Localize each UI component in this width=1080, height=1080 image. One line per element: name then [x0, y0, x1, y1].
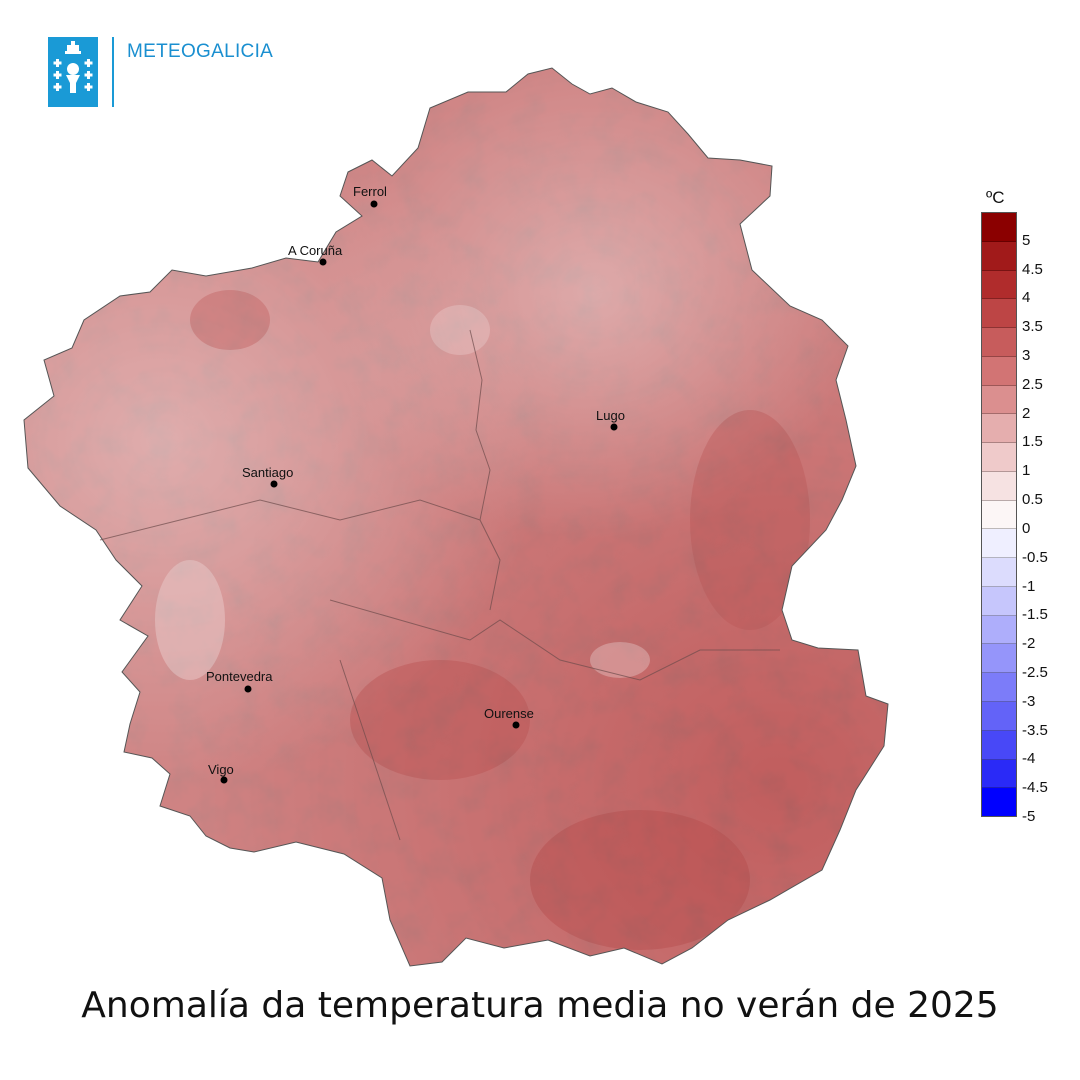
logo-divider: [112, 37, 114, 107]
map-title: Anomalía da temperatura media no verán d…: [81, 985, 999, 1026]
legend-swatch: [982, 270, 1016, 300]
city-marker: [244, 685, 252, 693]
legend-tick-label: -3: [1022, 692, 1036, 710]
legend-tick-label: -5: [1022, 808, 1036, 825]
province-borders: [99, 329, 780, 841]
city-label: Vigo: [208, 762, 234, 777]
legend-tick-label: 0.5: [1022, 491, 1043, 509]
legend-tick-label: 1.5: [1022, 433, 1043, 451]
legend-tick-label: 5: [1022, 231, 1031, 249]
legend-tick-label: 3: [1022, 347, 1031, 365]
city-vigo: Vigo: [208, 762, 234, 784]
city-label: Lugo: [596, 408, 625, 423]
city-label: Ourense: [484, 706, 534, 721]
legend-swatch: [982, 299, 1016, 329]
legend-swatch: [982, 615, 1016, 645]
legend-swatch: [982, 241, 1016, 271]
city-a-coruna: A Coruña: [288, 243, 343, 266]
city-marker: [610, 423, 618, 431]
city-ferrol: Ferrol: [353, 184, 387, 208]
legend-swatch: [982, 673, 1016, 703]
legend-swatch: [982, 730, 1016, 760]
city-label: Ferrol: [353, 184, 387, 199]
city-marker: [270, 480, 278, 488]
legend-tick-label: -2.5: [1022, 663, 1048, 681]
legend-swatch: [982, 788, 1016, 817]
legend-swatch: [982, 414, 1016, 444]
legend-tick-labels: 5 4.5 4 3.5 3 2.5 2 1.5 1 0.5 0 -0.5 -1 -1.5 -2 -2.5 -3 -…: [1022, 212, 1080, 824]
legend-tick-label: 0: [1022, 519, 1031, 537]
legend-swatch: [982, 471, 1016, 501]
legend-tick-label: 2: [1022, 404, 1031, 422]
legend-swatch: [982, 759, 1016, 789]
legend-swatch: [982, 529, 1016, 559]
galicia-outline: [23, 67, 889, 967]
city-lugo: Lugo: [596, 408, 625, 431]
city-ourense: Ourense: [484, 706, 534, 729]
legend-swatch: [982, 644, 1016, 674]
legend-swatch: [982, 385, 1016, 415]
legend-tick-label: 1: [1022, 462, 1031, 480]
legend-tick-label: -1: [1022, 577, 1036, 595]
legend-swatch: [982, 356, 1016, 386]
city-label: A Coruña: [288, 243, 343, 258]
legend-swatch: [982, 702, 1016, 731]
legend-tick-label: -4.5: [1022, 779, 1048, 797]
city-marker: [220, 776, 228, 784]
legend-color-bar: [981, 212, 1017, 817]
city-santiago: Santiago: [242, 465, 293, 488]
city-label: Santiago: [242, 465, 293, 480]
legend-swatch: [982, 586, 1016, 616]
city-label: Pontevedra: [206, 669, 273, 684]
legend-swatch: [982, 558, 1016, 587]
xunta-galicia-shield-icon: [53, 41, 93, 93]
city-marker: [370, 200, 378, 208]
anomaly-map: Ferrol A Coruña Lugo Santiago Pontevedra…: [23, 67, 889, 967]
legend-tick-label: -2: [1022, 635, 1036, 653]
legend-swatch: [982, 500, 1016, 530]
legend-swatch: [982, 213, 1016, 242]
legend-tick-label: -4: [1022, 750, 1036, 768]
legend-tick-label: -0.5: [1022, 548, 1048, 566]
city-marker: [319, 258, 327, 266]
legend-tick-label: 4: [1022, 289, 1031, 307]
legend-tick-label: -1.5: [1022, 606, 1048, 624]
legend-swatch: [982, 443, 1016, 472]
city-marker: [512, 721, 520, 729]
legend-tick-label: -3.5: [1022, 721, 1048, 739]
legend-tick-label: 4.5: [1022, 260, 1043, 278]
brand-name: METEOGALICIA: [127, 41, 274, 62]
legend-swatch: [982, 328, 1016, 357]
legend-unit: ºC: [986, 188, 1005, 207]
legend-tick-label: 2.5: [1022, 375, 1043, 393]
legend-tick-label: 3.5: [1022, 318, 1043, 336]
city-pontevedra: Pontevedra: [206, 669, 273, 693]
xunta-logo: [48, 37, 98, 107]
